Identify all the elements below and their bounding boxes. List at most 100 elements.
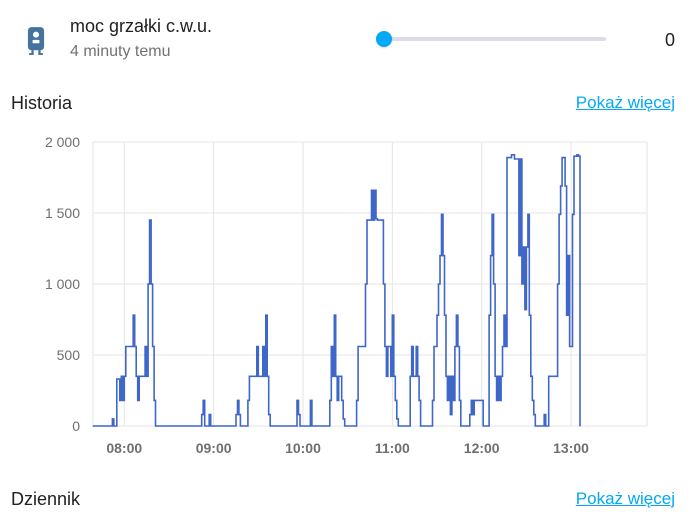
data-point bbox=[440, 213, 443, 215]
data-point bbox=[491, 213, 493, 215]
data-point bbox=[210, 414, 212, 416]
data-point bbox=[534, 425, 536, 427]
data-point bbox=[262, 375, 264, 377]
data-point bbox=[501, 375, 504, 377]
data-point bbox=[470, 414, 472, 416]
data-point bbox=[122, 399, 124, 401]
data-point bbox=[482, 425, 484, 427]
data-point bbox=[506, 157, 508, 159]
data-point bbox=[564, 185, 566, 187]
data-point bbox=[513, 154, 516, 156]
data-point bbox=[548, 375, 550, 377]
data-point bbox=[530, 314, 532, 316]
data-point bbox=[577, 155, 580, 157]
data-point bbox=[576, 155, 578, 157]
data-point bbox=[528, 213, 530, 215]
data-point bbox=[503, 314, 505, 316]
data-point bbox=[382, 283, 384, 285]
data-point bbox=[527, 213, 529, 215]
data-point bbox=[92, 425, 94, 427]
data-point bbox=[506, 345, 508, 348]
data-point bbox=[449, 414, 451, 416]
slider-knob[interactable] bbox=[376, 31, 392, 47]
data-point bbox=[561, 157, 563, 159]
data-point bbox=[111, 425, 113, 427]
logbook-show-more-link[interactable]: Pokaż więcej bbox=[575, 489, 675, 508]
data-point bbox=[528, 314, 530, 316]
data-point bbox=[342, 399, 344, 401]
data-point bbox=[119, 399, 121, 401]
data-point bbox=[335, 375, 337, 377]
entity-name[interactable]: moc grzałki c.w.u. bbox=[70, 16, 213, 36]
data-point bbox=[201, 425, 203, 427]
data-point bbox=[573, 213, 575, 215]
data-point bbox=[451, 375, 453, 377]
data-point bbox=[149, 283, 151, 285]
data-point bbox=[134, 314, 136, 316]
data-point bbox=[384, 345, 386, 348]
data-point bbox=[411, 345, 413, 348]
history-show-more-link[interactable]: Pokaż więcej bbox=[575, 93, 675, 112]
data-point bbox=[493, 213, 495, 215]
data-point bbox=[132, 345, 134, 348]
data-point bbox=[372, 189, 374, 191]
data-point bbox=[373, 219, 376, 221]
data-point bbox=[390, 375, 392, 377]
data-point bbox=[439, 255, 441, 257]
data-point bbox=[256, 375, 258, 377]
data-point bbox=[470, 399, 472, 401]
slider-track[interactable] bbox=[384, 37, 606, 41]
data-point bbox=[469, 425, 471, 427]
data-point bbox=[341, 399, 343, 401]
data-point bbox=[494, 375, 496, 377]
data-point bbox=[576, 154, 578, 156]
data-point bbox=[150, 283, 152, 285]
y-tick-label: 1 000 bbox=[45, 276, 80, 292]
data-point bbox=[497, 399, 499, 401]
data-point bbox=[527, 246, 529, 248]
data-point bbox=[496, 375, 498, 377]
data-point bbox=[560, 213, 562, 215]
data-point bbox=[431, 425, 434, 427]
data-point bbox=[204, 425, 206, 427]
data-point bbox=[144, 375, 146, 377]
y-tick-label: 1 500 bbox=[45, 205, 80, 221]
data-point bbox=[566, 314, 568, 316]
data-point bbox=[256, 345, 258, 348]
data-point bbox=[238, 414, 240, 416]
data-point bbox=[501, 345, 504, 348]
data-point bbox=[558, 213, 560, 215]
y-tick-label: 0 bbox=[72, 418, 80, 434]
data-point bbox=[567, 314, 569, 316]
series-line bbox=[93, 153, 581, 427]
data-point bbox=[412, 345, 414, 348]
data-point bbox=[418, 375, 420, 377]
data-point bbox=[329, 399, 331, 401]
data-point bbox=[341, 375, 343, 377]
data-point bbox=[202, 414, 204, 416]
data-point bbox=[296, 399, 298, 401]
data-point bbox=[442, 255, 444, 257]
data-point bbox=[330, 345, 332, 348]
y-tick-label: 2 000 bbox=[45, 134, 80, 150]
data-point bbox=[566, 185, 568, 187]
data-point bbox=[564, 157, 566, 159]
data-point bbox=[235, 425, 237, 427]
data-point bbox=[452, 399, 454, 401]
data-point bbox=[521, 158, 523, 160]
data-point bbox=[557, 283, 559, 285]
data-point bbox=[524, 309, 526, 311]
data-point bbox=[525, 246, 528, 248]
power-slider[interactable] bbox=[376, 28, 616, 50]
data-point bbox=[510, 157, 513, 159]
data-point bbox=[265, 375, 267, 377]
data-point bbox=[134, 345, 136, 348]
data-point bbox=[123, 399, 125, 401]
data-point bbox=[415, 345, 417, 348]
data-point bbox=[561, 185, 563, 187]
data-point bbox=[437, 283, 440, 285]
data-point bbox=[135, 375, 137, 377]
entity-row: moc grzałki c.w.u. 4 minuty temu 0 bbox=[0, 0, 695, 80]
data-point bbox=[120, 399, 122, 401]
data-point bbox=[122, 375, 124, 377]
